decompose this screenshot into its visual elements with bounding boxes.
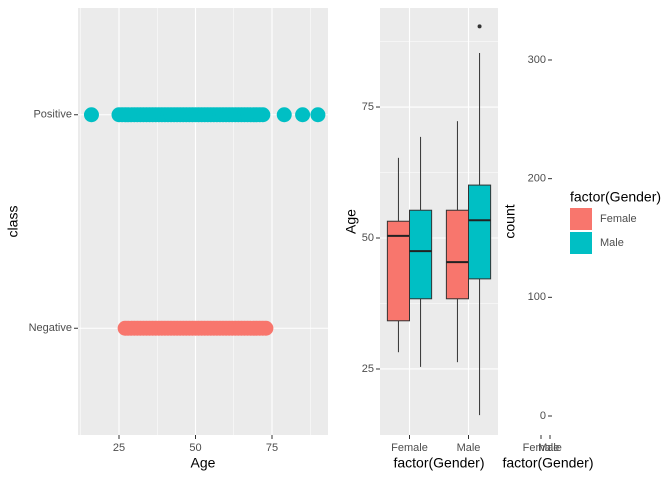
x-tick-label: Female bbox=[523, 442, 560, 454]
point bbox=[255, 107, 271, 123]
y-tick-label: Negative bbox=[29, 322, 72, 334]
x-tick-label: Female bbox=[391, 442, 428, 454]
y-tick-label: Positive bbox=[33, 109, 72, 121]
x-axis-title: factor(Gender) bbox=[393, 455, 484, 471]
y-axis-title: class bbox=[5, 206, 21, 238]
legend-key bbox=[570, 232, 592, 254]
point bbox=[276, 107, 292, 123]
x-axis-title: factor(Gender) bbox=[502, 455, 593, 471]
legend-label: Female bbox=[600, 213, 637, 225]
point bbox=[295, 107, 311, 123]
x-tick-label: 25 bbox=[113, 442, 125, 454]
box bbox=[445, 209, 469, 300]
box bbox=[468, 184, 492, 280]
box bbox=[409, 209, 433, 300]
x-axis-title: Age bbox=[191, 455, 216, 471]
outlier bbox=[477, 24, 482, 29]
y-tick-label: 200 bbox=[528, 173, 546, 185]
x-tick-label: 75 bbox=[266, 442, 278, 454]
y-tick-label: 300 bbox=[528, 54, 546, 66]
y-tick-label: 100 bbox=[528, 291, 546, 303]
y-tick-label: 75 bbox=[362, 101, 374, 113]
x-tick-label: 50 bbox=[189, 442, 201, 454]
legend-key bbox=[570, 208, 592, 230]
y-axis-title: Age bbox=[343, 209, 359, 234]
y-axis-title: count bbox=[502, 204, 518, 238]
point bbox=[310, 107, 326, 123]
x-tick-label: Male bbox=[457, 442, 481, 454]
legend-title: factor(Gender) bbox=[570, 189, 661, 205]
y-tick-label: 50 bbox=[362, 232, 374, 244]
point bbox=[83, 107, 99, 123]
legend-label: Male bbox=[600, 237, 624, 249]
x-tick-label: Male bbox=[538, 442, 562, 454]
y-tick-label: 0 bbox=[540, 410, 546, 422]
y-tick-label: 25 bbox=[362, 363, 374, 375]
point bbox=[258, 320, 274, 336]
panel bbox=[78, 8, 328, 435]
